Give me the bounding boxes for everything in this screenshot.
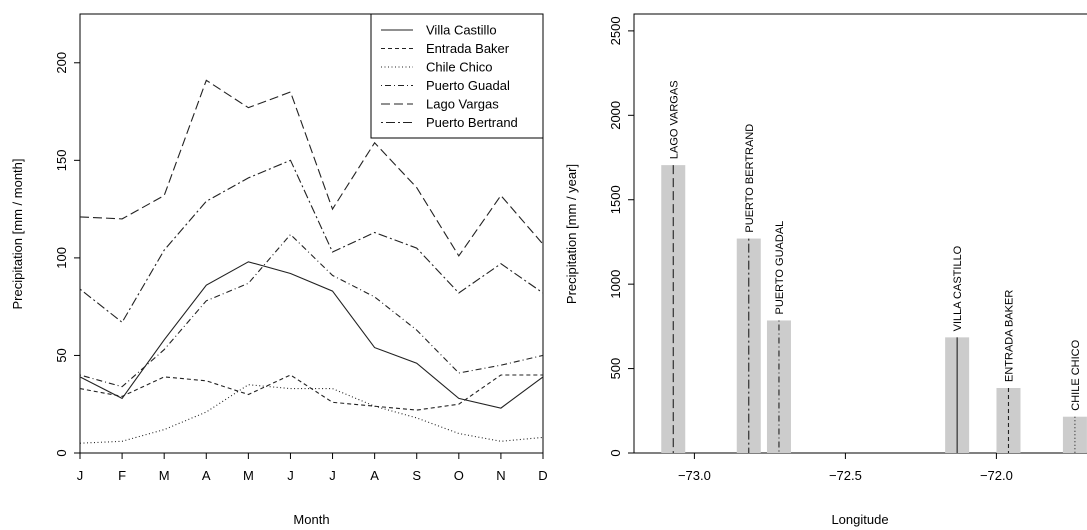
x-tick-label: J [329, 468, 336, 483]
x-tick-label: J [287, 468, 294, 483]
plot-frame [633, 13, 1087, 454]
y-tick-label: 1500 [608, 185, 623, 214]
x-tick-label: J [77, 468, 84, 483]
y-tick-label: 0 [54, 449, 69, 456]
y-tick-label: 2500 [608, 16, 623, 45]
y-tick-label: 1000 [608, 270, 623, 299]
legend-box [370, 13, 544, 139]
x-tick-label: A [370, 468, 379, 483]
y-tick-label: 0 [608, 449, 623, 456]
series-line-chile-chico [79, 384, 544, 444]
bar-label-entrada-baker: ENTRADA BAKER [1003, 290, 1015, 382]
legend-label: Puerto Guadal [426, 78, 510, 93]
legend-label: Lago Vargas [426, 97, 499, 112]
x-tick-label: −72.0 [980, 468, 1013, 483]
legend-label: Puerto Bertrand [426, 115, 518, 130]
y-axis-title: Precipitation [mm / year] [564, 164, 579, 304]
y-tick-label: 2000 [608, 101, 623, 130]
y-axis-title: Precipitation [mm / month] [10, 159, 25, 310]
x-tick-label: M [243, 468, 254, 483]
bar-label-puerto-guadal: PUERTO GUADAL [774, 221, 786, 315]
monthly-precipitation-chart: 0 50 100 150 200 J F M A M J J A S O N D Month Precipitati… [10, 13, 548, 527]
x-axis-title: Month [293, 512, 329, 527]
x-tick-label: D [538, 468, 547, 483]
bar-label-puerto-bertrand: PUERTO BERTRAND [744, 124, 756, 233]
series-line-lago-vargas [79, 79, 544, 257]
x-tick-label: −72.5 [829, 468, 862, 483]
y-tick-label: 150 [54, 149, 69, 171]
x-tick-label: N [496, 468, 505, 483]
x-axis-title: Longitude [831, 512, 888, 527]
series-line-puerto-guadal [79, 233, 544, 388]
x-tick-label: S [412, 468, 421, 483]
x-tick-label: A [202, 468, 211, 483]
y-tick-label: 500 [608, 358, 623, 380]
x-tick-label: M [159, 468, 170, 483]
x-tick-label: F [118, 468, 126, 483]
y-tick-label: 50 [54, 348, 69, 362]
x-tick-label: −73.0 [678, 468, 711, 483]
y-tick-label: 100 [54, 247, 69, 269]
bar-label-lago-vargas: LAGO VARGAS [668, 80, 680, 159]
legend-label: Chile Chico [426, 60, 492, 75]
annual-precipitation-chart: 0 500 1000 1500 2000 2500 −73.0 −72.5 −72.0 Longi… [564, 13, 1087, 527]
x-tick-label: O [454, 468, 464, 483]
plot-frame [79, 13, 544, 454]
legend-label: Villa Castillo [426, 23, 497, 38]
series-line-entrada-baker [79, 374, 543, 411]
bar-label-villa-castillo: VILLA CASTILLO [952, 245, 964, 331]
series-line-puerto-bertrand [79, 159, 544, 324]
y-tick-label: 200 [54, 52, 69, 74]
bar-label-chile-chico: CHILE CHICO [1070, 339, 1082, 410]
series-line-villa-castillo [79, 261, 544, 409]
legend-label: Entrada Baker [426, 41, 510, 56]
